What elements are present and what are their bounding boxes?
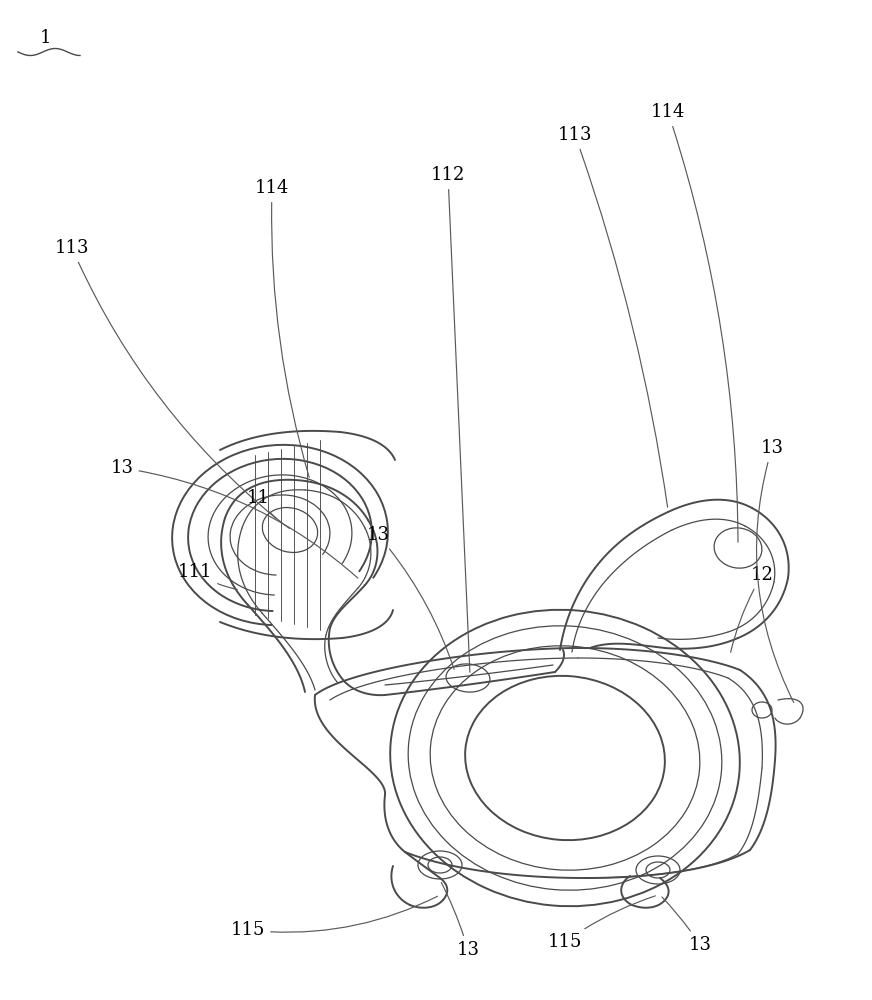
Text: 13: 13 bbox=[662, 897, 712, 954]
Text: 13: 13 bbox=[441, 882, 480, 959]
Text: 1: 1 bbox=[39, 29, 51, 47]
Text: 12: 12 bbox=[731, 566, 773, 652]
Text: 113: 113 bbox=[558, 126, 668, 507]
Text: 115: 115 bbox=[548, 896, 656, 951]
Text: 114: 114 bbox=[255, 179, 310, 477]
Text: 114: 114 bbox=[651, 103, 738, 542]
Text: 115: 115 bbox=[231, 896, 438, 939]
Text: 13: 13 bbox=[757, 439, 794, 703]
Text: 113: 113 bbox=[55, 239, 276, 518]
Text: 11: 11 bbox=[247, 489, 290, 529]
Text: 112: 112 bbox=[431, 166, 470, 672]
Text: 13: 13 bbox=[111, 459, 358, 578]
Text: 111: 111 bbox=[178, 563, 237, 589]
Text: 13: 13 bbox=[366, 526, 454, 669]
